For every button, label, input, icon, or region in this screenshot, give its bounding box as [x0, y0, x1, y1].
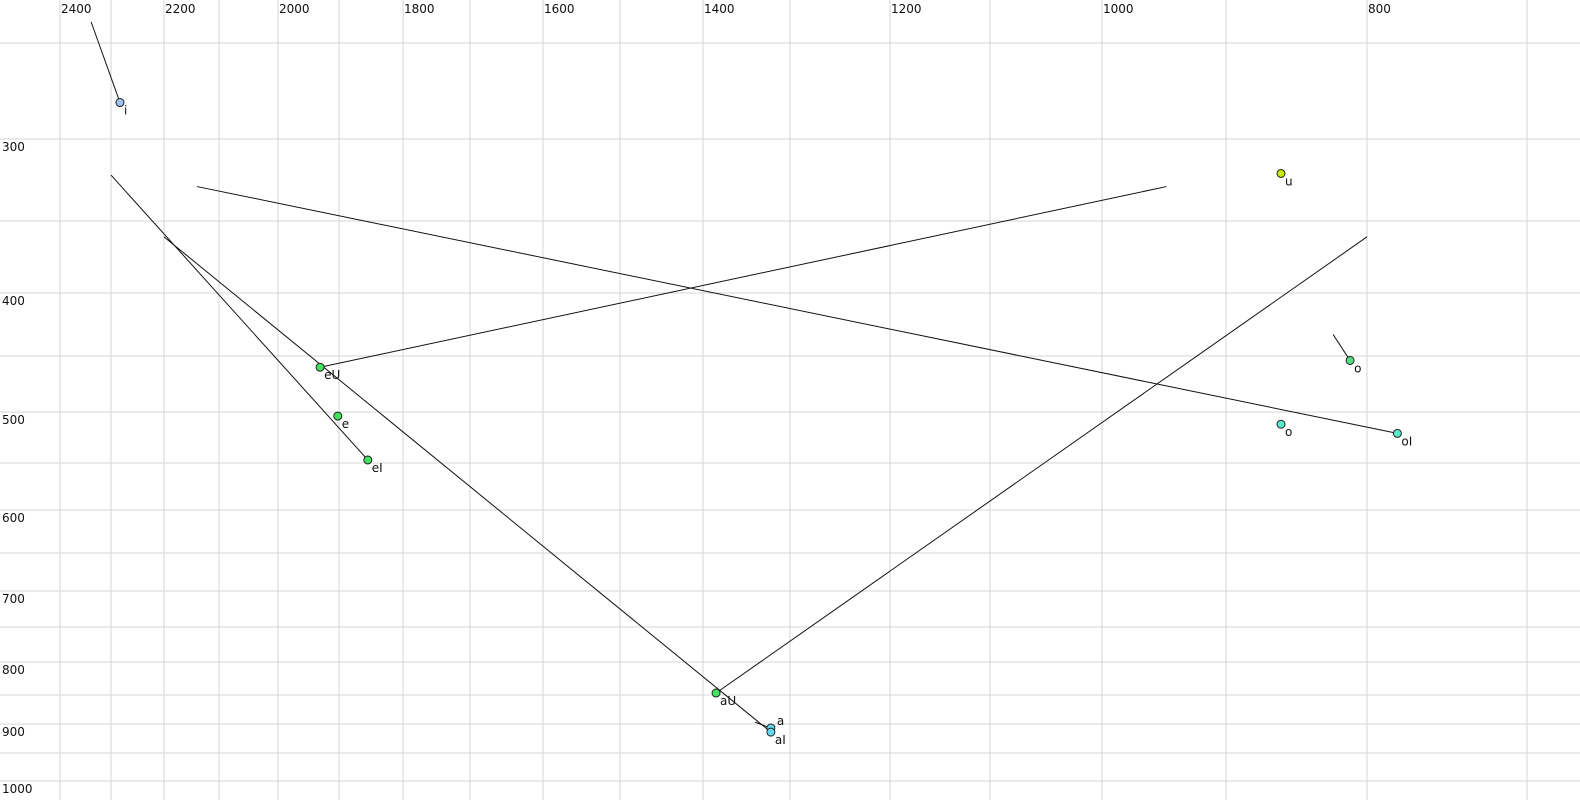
y-tick-label: 900 — [2, 725, 25, 739]
point-aI — [766, 727, 776, 737]
x-tick-label: 2200 — [165, 2, 196, 16]
x-tick-label: 2400 — [61, 2, 92, 16]
trajectories — [90, 21, 1398, 733]
point-oI — [1392, 428, 1402, 438]
point-e — [333, 411, 343, 421]
y-tick-label: 1000 — [2, 782, 33, 796]
point-label-eU: eU — [324, 368, 340, 382]
points — [115, 98, 1402, 737]
trajectory-line-o — [1332, 334, 1351, 361]
point-labels: aI a aU eI oI o e eU o u i — [124, 104, 1412, 748]
x-tick-label: 1200 — [891, 2, 922, 16]
x-tick-label: 1400 — [704, 2, 735, 16]
y-tick-label: 600 — [2, 511, 25, 525]
point-u — [1276, 168, 1286, 178]
y-tick-label: 700 — [2, 592, 25, 606]
y-tick-label: 500 — [2, 413, 25, 427]
point-label-eI: eI — [372, 461, 383, 475]
point-label-oI: oI — [1401, 434, 1412, 448]
x-tick-label: 1800 — [404, 2, 435, 16]
trajectory-line-aI — [163, 236, 772, 733]
point-eU — [315, 362, 325, 372]
trajectory-line-i — [90, 21, 121, 103]
y-tick-label: 800 — [2, 663, 25, 677]
point-label-a: a — [777, 714, 784, 728]
x-tick-label: 1600 — [544, 2, 575, 16]
point-label-aU: aU — [720, 694, 736, 708]
trajectory-line-eI — [110, 174, 369, 461]
point-label-aI: aI — [775, 733, 786, 747]
point-label-o: o — [1285, 425, 1292, 439]
point-o — [1276, 419, 1286, 429]
tick-labels: 2400 2200 2000 1800 1600 1400 1200 1000 800 300 40… — [2, 2, 1391, 796]
point-aU — [711, 688, 721, 698]
point-i — [115, 98, 125, 108]
point-eI — [363, 455, 373, 465]
point-label-i: i — [124, 104, 127, 118]
x-tick-label: 800 — [1368, 2, 1391, 16]
trajectory-line-aU — [715, 236, 1368, 694]
point-label-o: o — [1354, 361, 1361, 375]
x-tick-label: 1000 — [1103, 2, 1134, 16]
point-o — [1345, 355, 1355, 365]
y-tick-label: 400 — [2, 294, 25, 308]
y-tick-label: 300 — [2, 140, 25, 154]
x-tick-label: 2000 — [279, 2, 310, 16]
point-label-u: u — [1285, 174, 1293, 188]
trajectory-line-oI — [196, 186, 1398, 434]
point-label-e: e — [342, 417, 349, 431]
trajectory-line-eU — [319, 186, 1167, 368]
